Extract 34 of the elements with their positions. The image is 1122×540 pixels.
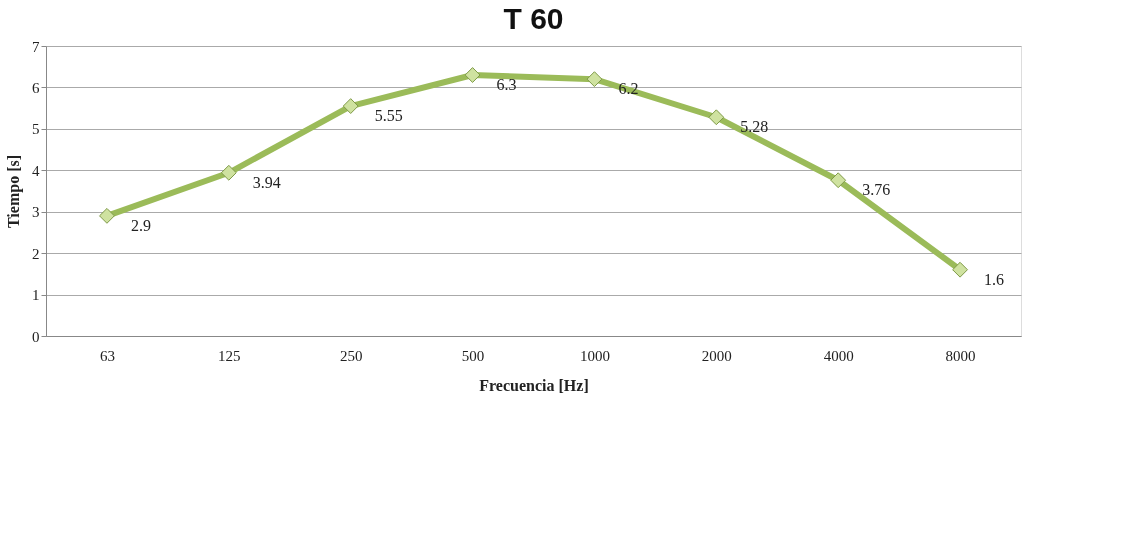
x-tick-label: 500 <box>461 347 485 364</box>
point <box>464 67 481 83</box>
y-tick-label: 3 <box>32 204 40 221</box>
x-tick-label: 4000 <box>823 347 854 364</box>
x-tick-label: 63 <box>99 347 115 364</box>
point <box>586 71 603 88</box>
data-label: 6.3 <box>496 76 517 93</box>
data-label: 5.55 <box>374 107 403 125</box>
data-label: 5.28 <box>740 118 769 136</box>
data-label: 2.9 <box>130 216 151 234</box>
y-tick-label: 6 <box>32 79 40 96</box>
point <box>830 172 847 189</box>
y-axis-title: Tiempo [s] <box>5 154 23 229</box>
data-label: 1.6 <box>984 270 1005 288</box>
y-tick-label: 5 <box>32 121 40 138</box>
chart-title: T 60 <box>503 2 564 35</box>
x-tick-label: 2000 <box>701 347 732 364</box>
point <box>220 164 237 181</box>
x-tick-label: 125 <box>218 347 241 364</box>
y-tick-label: 0 <box>32 328 40 345</box>
point <box>708 109 725 126</box>
point <box>952 261 968 278</box>
x-tick-label: 1000 <box>579 347 610 364</box>
x-tick-label: 250 <box>339 347 363 364</box>
y-tick-label: 4 <box>32 162 40 179</box>
point <box>342 98 359 114</box>
y-tick-label: 1 <box>32 287 40 304</box>
x-tick-label: 8000 <box>945 347 976 364</box>
data-label: 3.76 <box>862 181 891 199</box>
x-axis-title: Frecuencia [Hz] <box>479 376 589 394</box>
point <box>99 207 115 224</box>
data-label: 3.94 <box>252 173 281 191</box>
y-tick-label: 7 <box>32 38 40 55</box>
y-tick-label: 2 <box>32 245 40 262</box>
